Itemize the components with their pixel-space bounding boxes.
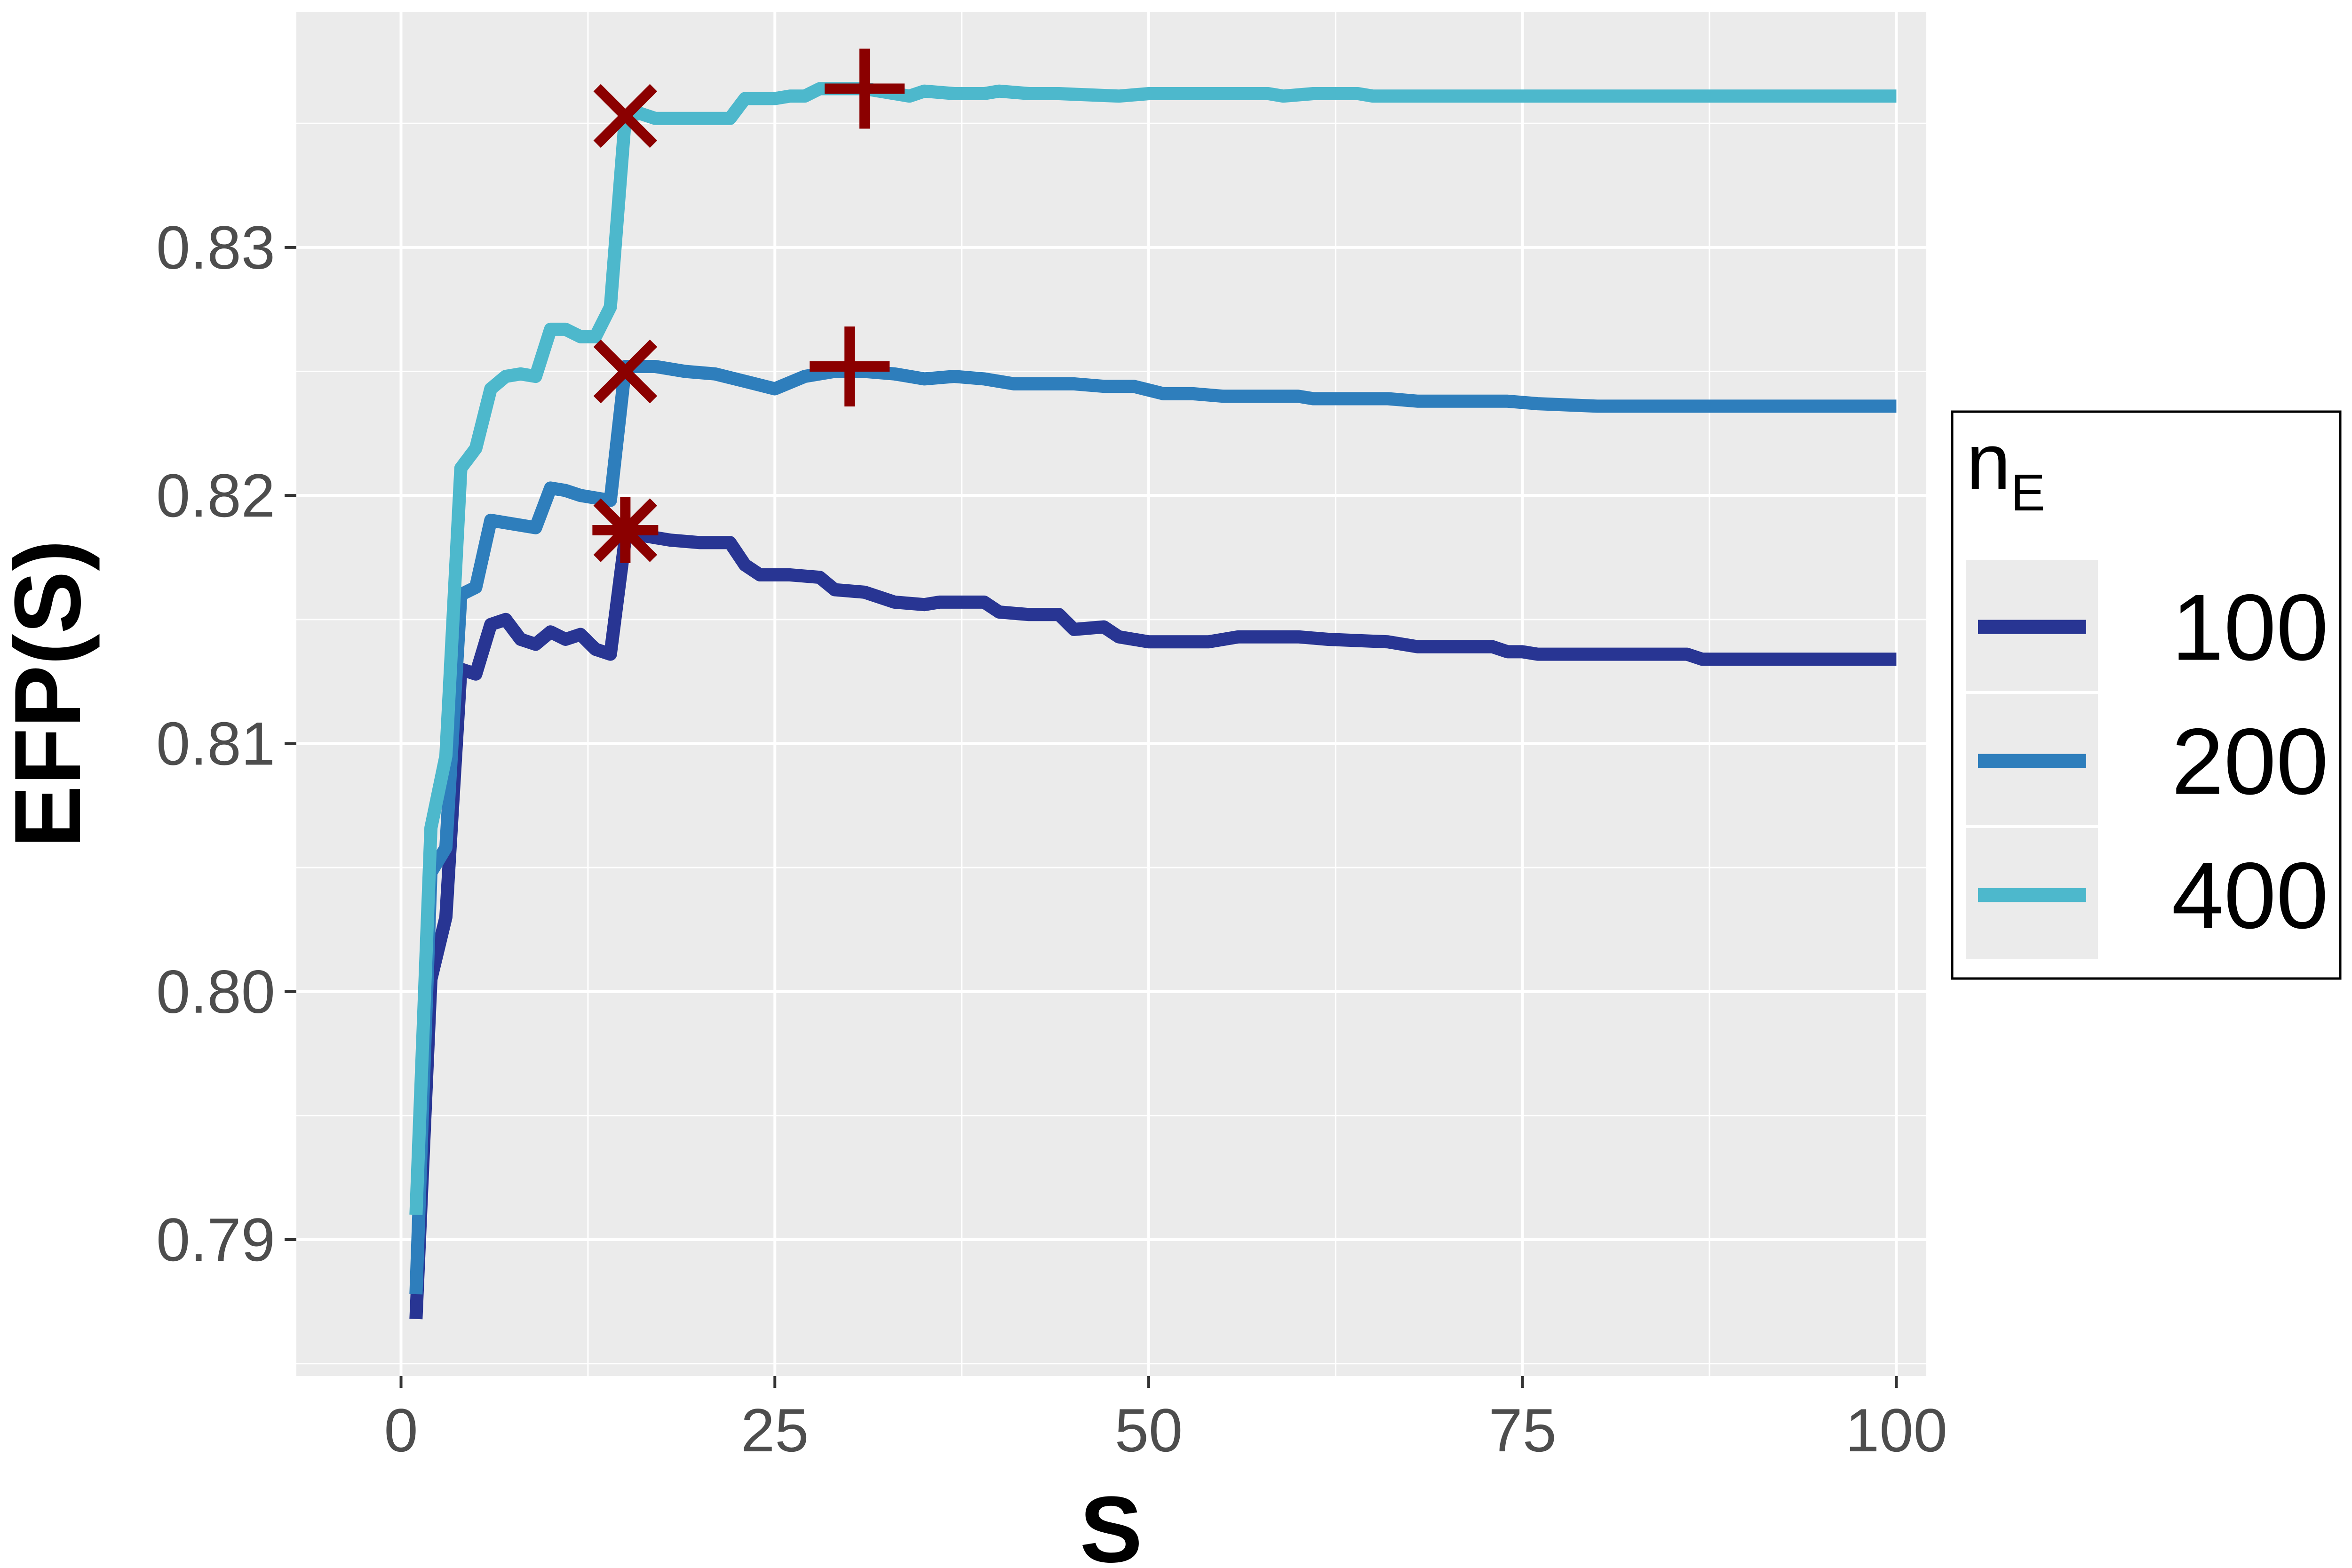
series-line-400 bbox=[409, 82, 1897, 1215]
x-marker bbox=[593, 84, 658, 148]
legend-label: 200 bbox=[2171, 709, 2328, 814]
x-marker bbox=[593, 339, 658, 404]
x-tick-label: 100 bbox=[1845, 1396, 1947, 1465]
y-axis-title: EFP(S) bbox=[0, 540, 100, 848]
y-tick-label: 0.83 bbox=[156, 213, 275, 282]
asterisk-marker bbox=[592, 497, 659, 563]
legend-item-400: 400 bbox=[1966, 828, 2328, 959]
x-tick-label: 75 bbox=[1488, 1396, 1557, 1465]
legend-item-200: 200 bbox=[1966, 694, 2328, 825]
legend: nE 100 200 400 bbox=[1951, 410, 2342, 980]
y-tick-label: 0.80 bbox=[156, 957, 275, 1026]
minor-gridlines bbox=[296, 12, 1926, 1376]
legend-label: 400 bbox=[2171, 844, 2328, 948]
x-tick-label: 0 bbox=[384, 1396, 418, 1465]
x-tick-label: 25 bbox=[741, 1396, 809, 1465]
legend-item-100: 100 bbox=[1966, 560, 2328, 691]
plus-marker bbox=[824, 48, 905, 129]
legend-items: 100 200 400 bbox=[1966, 560, 2328, 959]
y-axis: 0.79 0.80 0.81 0.82 0.83 bbox=[156, 213, 296, 1274]
y-tick-label: 0.81 bbox=[156, 709, 275, 778]
plot-panel bbox=[296, 12, 1926, 1376]
legend-label: 100 bbox=[2171, 575, 2328, 680]
x-axis: 0 25 50 75 100 bbox=[384, 1376, 1947, 1465]
x-axis-title: S bbox=[1080, 1477, 1142, 1568]
series-line-100 bbox=[409, 528, 1897, 1320]
x-tick-label: 50 bbox=[1115, 1396, 1183, 1465]
legend-title: nE bbox=[1966, 417, 2045, 522]
y-tick-label: 0.82 bbox=[156, 461, 275, 530]
marker-layer bbox=[592, 48, 905, 563]
y-tick-label: 0.79 bbox=[156, 1205, 275, 1274]
plus-marker bbox=[810, 326, 890, 406]
